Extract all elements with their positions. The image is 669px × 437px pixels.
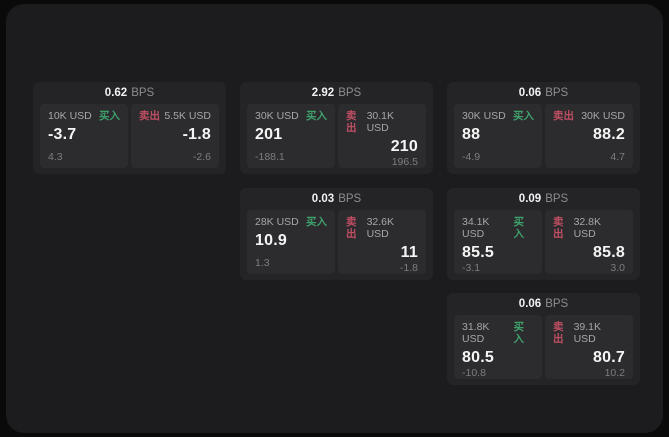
bps-value: 0.03 — [311, 193, 335, 205]
buy-tag: 买入 — [513, 321, 524, 345]
buy-panel[interactable]: 30K USD 买入 88 -4.9 — [454, 104, 542, 168]
bps-value: 0.06 — [518, 298, 542, 310]
sell-price: 210 — [390, 138, 418, 155]
quote-card: 0.06 BPS 30K USD 买入 88 -4.9 卖出 30K USD 8… — [447, 82, 640, 174]
sell-sub-value: 4.7 — [610, 151, 625, 163]
quote-body: 30K USD 买入 88 -4.9 卖出 30K USD 88.2 4.7 — [447, 104, 640, 168]
quote-body: 10K USD 买入 -3.7 4.3 卖出 5.5K USD -1.8 -2.… — [33, 104, 226, 168]
bps-value: 0.62 — [104, 87, 128, 99]
sell-sub-value: 3.0 — [610, 262, 625, 274]
bps-header: 0.03 BPS — [240, 188, 433, 210]
sell-price: 85.8 — [593, 244, 625, 261]
bps-header: 2.92 BPS — [240, 82, 433, 104]
bps-header: 0.06 BPS — [447, 293, 640, 315]
sell-sub-value: 10.2 — [604, 367, 625, 379]
sell-tag: 卖出 — [553, 110, 574, 122]
buy-price: 85.5 — [462, 244, 494, 261]
buy-amount: 30K USD — [462, 110, 506, 122]
buy-price: 201 — [255, 126, 283, 143]
buy-amount: 31.8K USD — [462, 321, 490, 345]
buy-panel[interactable]: 34.1K USD 买入 85.5 -3.1 — [454, 210, 542, 274]
quote-body: 28K USD 买入 10.9 1.3 卖出 32.6K USD 11 -1.8 — [240, 210, 433, 274]
quote-body: 34.1K USD 买入 85.5 -3.1 卖出 32.8K USD 85.8… — [447, 210, 640, 274]
sell-sub-value: -1.8 — [399, 262, 418, 274]
sell-price: 80.7 — [593, 349, 625, 366]
sell-panel[interactable]: 卖出 5.5K USD -1.8 -2.6 — [131, 104, 219, 168]
buy-panel[interactable]: 28K USD 买入 10.9 1.3 — [247, 210, 335, 274]
bps-unit: BPS — [338, 87, 362, 99]
sell-panel[interactable]: 卖出 30K USD 88.2 4.7 — [545, 104, 633, 168]
sell-price: 88.2 — [593, 126, 625, 143]
buy-tag: 买入 — [513, 110, 534, 122]
buy-sub-value: -10.8 — [462, 367, 486, 379]
buy-amount: 10K USD — [48, 110, 92, 122]
buy-panel[interactable]: 30K USD 买入 201 -188.1 — [247, 104, 335, 168]
bps-unit: BPS — [545, 298, 569, 310]
buy-sub-value: 1.3 — [255, 257, 270, 269]
sell-amount: 32.8K USD — [573, 216, 602, 240]
buy-tag: 买入 — [306, 216, 327, 228]
buy-tag: 买入 — [513, 216, 524, 240]
buy-sub-value: 4.3 — [48, 151, 63, 163]
quote-body: 31.8K USD 买入 80.5 -10.8 卖出 39.1K USD 80.… — [447, 315, 640, 379]
buy-tag: 买入 — [99, 110, 120, 122]
bps-value: 0.06 — [518, 87, 542, 99]
sell-sub-value: 196.5 — [391, 156, 418, 168]
sell-tag: 卖出 — [553, 321, 564, 345]
bps-unit: BPS — [545, 193, 569, 205]
buy-tag: 买入 — [306, 110, 327, 122]
bps-unit: BPS — [131, 87, 155, 99]
buy-price: 88 — [462, 126, 481, 143]
sell-price: -1.8 — [182, 126, 211, 143]
bps-header: 0.09 BPS — [447, 188, 640, 210]
sell-panel[interactable]: 卖出 39.1K USD 80.7 10.2 — [545, 315, 633, 379]
quote-body: 30K USD 买入 201 -188.1 卖出 30.1K USD 210 1… — [240, 104, 433, 168]
buy-sub-value: -4.9 — [462, 151, 481, 163]
buy-price: 80.5 — [462, 349, 494, 366]
bps-value: 2.92 — [311, 87, 335, 99]
buy-sub-value: -3.1 — [462, 262, 481, 274]
quote-card: 2.92 BPS 30K USD 买入 201 -188.1 卖出 30.1K … — [240, 82, 433, 174]
bps-unit: BPS — [545, 87, 569, 99]
sell-amount: 5.5K USD — [164, 110, 211, 122]
sell-price: 11 — [400, 244, 418, 261]
bps-header: 0.06 BPS — [447, 82, 640, 104]
quote-card: 0.06 BPS 31.8K USD 买入 80.5 -10.8 卖出 39.1… — [447, 293, 640, 385]
quote-card: 0.09 BPS 34.1K USD 买入 85.5 -3.1 卖出 32.8K… — [447, 188, 640, 280]
buy-price: -3.7 — [48, 126, 77, 143]
bps-header: 0.62 BPS — [33, 82, 226, 104]
buy-panel[interactable]: 31.8K USD 买入 80.5 -10.8 — [454, 315, 542, 379]
buy-amount: 28K USD — [255, 216, 299, 228]
sell-tag: 卖出 — [139, 110, 160, 122]
quote-card: 0.03 BPS 28K USD 买入 10.9 1.3 卖出 32.6K US… — [240, 188, 433, 280]
quote-card: 0.62 BPS 10K USD 买入 -3.7 4.3 卖出 5.5K USD… — [33, 82, 226, 174]
sell-sub-value: -2.6 — [192, 151, 211, 163]
sell-panel[interactable]: 卖出 32.6K USD 11 -1.8 — [338, 210, 426, 274]
sell-panel[interactable]: 卖出 32.8K USD 85.8 3.0 — [545, 210, 633, 274]
sell-amount: 30.1K USD — [366, 110, 395, 134]
buy-price: 10.9 — [255, 232, 287, 249]
buy-panel[interactable]: 10K USD 买入 -3.7 4.3 — [40, 104, 128, 168]
sell-amount: 39.1K USD — [573, 321, 602, 345]
sell-tag: 卖出 — [553, 216, 564, 240]
sell-amount: 30K USD — [581, 110, 625, 122]
bps-value: 0.09 — [518, 193, 542, 205]
sell-tag: 卖出 — [346, 216, 357, 240]
bps-unit: BPS — [338, 193, 362, 205]
sell-amount: 32.6K USD — [366, 216, 395, 240]
buy-amount: 30K USD — [255, 110, 299, 122]
sell-tag: 卖出 — [346, 110, 357, 134]
sell-panel[interactable]: 卖出 30.1K USD 210 196.5 — [338, 104, 426, 168]
buy-amount: 34.1K USD — [462, 216, 490, 240]
buy-sub-value: -188.1 — [255, 151, 285, 163]
